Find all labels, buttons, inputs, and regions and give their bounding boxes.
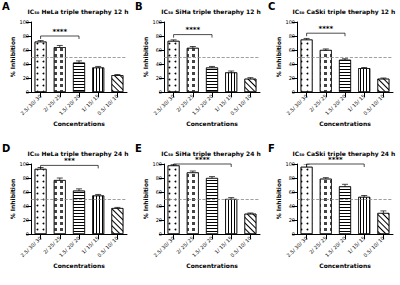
svg-text:****: **** [52,28,67,36]
svg-text:IC₅₀ CaSki triple theraphy 24: IC₅₀ CaSki triple theraphy 24 h [293,150,396,158]
svg-text:****: **** [185,26,200,34]
svg-text:100: 100 [152,19,162,25]
svg-text:1.5/ 20/ 20: 1.5/ 20/ 20 [191,93,214,116]
svg-text:Concentrations: Concentrations [53,262,105,269]
svg-text:80: 80 [23,175,29,181]
svg-text:1/ 15/ 15: 1/ 15/ 15 [213,234,234,255]
svg-text:20: 20 [289,75,295,81]
svg-text:0: 0 [292,231,295,237]
svg-text:% Inhibition: % Inhibition [9,37,16,78]
svg-text:Concentrations: Concentrations [53,120,105,127]
svg-text:1/ 15/ 15: 1/ 15/ 15 [80,92,101,113]
svg-text:0: 0 [159,89,162,95]
svg-text:100: 100 [285,19,295,25]
svg-text:80: 80 [289,175,295,181]
svg-text:80: 80 [156,175,162,181]
svg-text:100: 100 [19,161,29,167]
svg-text:1.5/ 20/ 20: 1.5/ 20/ 20 [58,93,81,116]
svg-text:80: 80 [23,33,29,39]
svg-text:D: D [2,143,10,154]
svg-text:B: B [135,1,143,12]
svg-text:40: 40 [23,203,29,209]
svg-text:Concentrations: Concentrations [186,120,238,127]
svg-text:1.5/ 20/ 20: 1.5/ 20/ 20 [191,235,214,258]
svg-text:IC₅₀ HeLa triple theraphy 24 h: IC₅₀ HeLa triple theraphy 24 h [28,150,129,158]
svg-text:40: 40 [23,61,29,67]
svg-text:IC₅₀ SiHa triple theraphy 12 h: IC₅₀ SiHa triple theraphy 12 h [161,8,260,16]
svg-text:C: C [268,1,275,12]
svg-text:Concentrations: Concentrations [186,262,238,269]
svg-text:80: 80 [156,33,162,39]
svg-text:2.5/ 30/ 30: 2.5/ 30/ 30 [19,93,42,116]
svg-text:60: 60 [156,189,162,195]
svg-text:20: 20 [156,217,162,223]
svg-text:Concentrations: Concentrations [319,262,371,269]
svg-text:0.5/ 10/ 10: 0.5/ 10/ 10 [96,235,119,258]
svg-text:Concentrations: Concentrations [319,120,371,127]
svg-text:2.5/ 30/ 30: 2.5/ 30/ 30 [285,235,308,258]
svg-text:60: 60 [23,189,29,195]
svg-text:60: 60 [156,47,162,53]
svg-text:20: 20 [23,75,29,81]
svg-text:% Inhibition: % Inhibition [9,179,16,220]
svg-text:1/ 15/ 15: 1/ 15/ 15 [346,234,367,255]
svg-text:0: 0 [292,89,295,95]
svg-text:1/ 15/ 15: 1/ 15/ 15 [80,234,101,255]
svg-text:***: *** [64,157,75,165]
svg-text:IC₅₀ HeLa triple theraphy 12 h: IC₅₀ HeLa triple theraphy 12 h [28,8,129,16]
svg-text:80: 80 [289,33,295,39]
svg-text:IC₅₀ CaSki triple theraphy 12: IC₅₀ CaSki triple theraphy 12 h [293,8,396,16]
svg-text:0: 0 [26,231,29,237]
svg-text:2/ 25/ 25: 2/ 25/ 25 [307,234,328,255]
svg-text:60: 60 [289,47,295,53]
svg-text:0.5/ 10/ 10: 0.5/ 10/ 10 [96,93,119,116]
svg-text:0: 0 [159,231,162,237]
svg-text:20: 20 [156,75,162,81]
svg-text:60: 60 [289,189,295,195]
svg-text:0: 0 [26,89,29,95]
svg-text:1/ 15/ 15: 1/ 15/ 15 [346,92,367,113]
svg-text:E: E [135,143,142,154]
svg-text:2/ 25/ 25: 2/ 25/ 25 [41,92,62,113]
svg-text:100: 100 [285,161,295,167]
svg-text:2.5/ 30/ 30: 2.5/ 30/ 30 [285,93,308,116]
svg-text:1/ 15/ 15: 1/ 15/ 15 [213,92,234,113]
svg-text:0.5/ 10/ 10: 0.5/ 10/ 10 [229,93,252,116]
svg-text:40: 40 [289,203,295,209]
svg-text:2.5/ 30/ 30: 2.5/ 30/ 30 [152,93,175,116]
svg-text:% Inhibition: % Inhibition [142,179,149,220]
svg-text:2/ 25/ 25: 2/ 25/ 25 [307,92,328,113]
svg-text:2/ 25/ 25: 2/ 25/ 25 [41,234,62,255]
svg-text:% Inhibition: % Inhibition [142,37,149,78]
svg-text:20: 20 [289,217,295,223]
svg-text:A: A [2,1,10,12]
svg-text:****: **** [318,25,333,33]
svg-text:40: 40 [289,61,295,67]
svg-text:1.5/ 20/ 20: 1.5/ 20/ 20 [58,235,81,258]
svg-text:****: **** [328,156,343,164]
svg-text:****: **** [195,156,210,164]
svg-text:0.5/ 10/ 10: 0.5/ 10/ 10 [229,235,252,258]
svg-text:% Inhibition: % Inhibition [275,37,282,78]
svg-text:100: 100 [152,161,162,167]
svg-text:2.5/ 30/ 30: 2.5/ 30/ 30 [152,235,175,258]
svg-text:2/ 25/ 25: 2/ 25/ 25 [174,234,195,255]
svg-text:100: 100 [19,19,29,25]
svg-text:60: 60 [23,47,29,53]
svg-text:2/ 25/ 25: 2/ 25/ 25 [174,92,195,113]
svg-text:40: 40 [156,61,162,67]
svg-text:2.5/ 30/ 30: 2.5/ 30/ 30 [19,235,42,258]
svg-text:IC₅₀ SiHa triple theraphy 24 h: IC₅₀ SiHa triple theraphy 24 h [161,150,260,158]
svg-text:20: 20 [23,217,29,223]
svg-text:0.5/ 10/ 10: 0.5/ 10/ 10 [362,235,385,258]
svg-text:1.5/ 20/ 20: 1.5/ 20/ 20 [324,235,347,258]
svg-text:40: 40 [156,203,162,209]
svg-text:0.5/ 10/ 10: 0.5/ 10/ 10 [362,93,385,116]
svg-text:F: F [268,143,275,154]
svg-text:% Inhibition: % Inhibition [275,179,282,220]
svg-text:1.5/ 20/ 20: 1.5/ 20/ 20 [324,93,347,116]
